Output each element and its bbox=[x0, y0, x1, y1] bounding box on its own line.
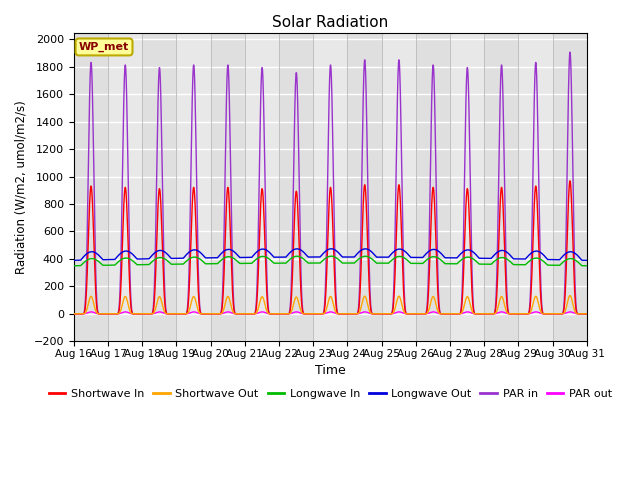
PAR in bbox=[474, 311, 482, 317]
Longwave Out bbox=[70, 257, 77, 263]
Shortwave Out bbox=[474, 311, 482, 317]
Shortwave In bbox=[566, 178, 574, 184]
Longwave Out bbox=[327, 246, 335, 252]
Shortwave In bbox=[583, 311, 591, 317]
PAR in bbox=[311, 311, 319, 317]
PAR in bbox=[583, 311, 591, 317]
Shortwave In bbox=[445, 311, 452, 317]
Bar bbox=[553, 33, 587, 341]
Bar bbox=[484, 33, 518, 341]
Longwave In bbox=[445, 261, 453, 266]
Line: PAR out: PAR out bbox=[74, 312, 587, 314]
PAR out bbox=[311, 311, 319, 317]
PAR out bbox=[70, 311, 77, 317]
Line: Shortwave Out: Shortwave Out bbox=[74, 296, 587, 314]
Bar bbox=[211, 33, 245, 341]
Longwave In bbox=[582, 263, 590, 269]
Bar bbox=[279, 33, 313, 341]
Longwave Out bbox=[582, 257, 590, 263]
Longwave In bbox=[417, 261, 424, 266]
Shortwave Out bbox=[162, 311, 170, 316]
Text: WP_met: WP_met bbox=[79, 42, 129, 52]
Shortwave Out bbox=[566, 293, 574, 299]
Shortwave In bbox=[70, 311, 77, 317]
PAR in bbox=[70, 311, 77, 317]
Shortwave Out bbox=[582, 311, 590, 317]
PAR out bbox=[582, 311, 590, 317]
PAR in bbox=[162, 307, 170, 313]
Shortwave In bbox=[162, 309, 170, 315]
PAR out bbox=[583, 311, 591, 317]
Shortwave In bbox=[582, 311, 590, 317]
Longwave In bbox=[474, 260, 482, 266]
Legend: Shortwave In, Shortwave Out, Longwave In, Longwave Out, PAR in, PAR out: Shortwave In, Shortwave Out, Longwave In… bbox=[44, 384, 616, 404]
Line: PAR in: PAR in bbox=[74, 52, 587, 314]
Longwave Out bbox=[311, 254, 319, 260]
Line: Longwave Out: Longwave Out bbox=[74, 249, 587, 260]
PAR out bbox=[474, 311, 482, 317]
Longwave Out bbox=[474, 254, 482, 260]
Line: Longwave In: Longwave In bbox=[74, 256, 587, 266]
Bar bbox=[74, 33, 108, 341]
Shortwave Out bbox=[417, 311, 424, 317]
Shortwave Out bbox=[70, 311, 77, 317]
Longwave Out bbox=[445, 255, 453, 261]
Longwave In bbox=[162, 257, 170, 263]
Bar bbox=[142, 33, 177, 341]
PAR out bbox=[87, 309, 95, 315]
Shortwave Out bbox=[311, 311, 319, 317]
Shortwave In bbox=[417, 311, 424, 317]
Bar bbox=[348, 33, 381, 341]
X-axis label: Time: Time bbox=[315, 364, 346, 377]
PAR out bbox=[162, 311, 170, 317]
Longwave Out bbox=[417, 254, 424, 260]
Longwave Out bbox=[162, 250, 170, 256]
PAR in bbox=[417, 311, 424, 317]
PAR in bbox=[445, 311, 452, 317]
Shortwave In bbox=[311, 311, 319, 317]
Longwave In bbox=[583, 263, 591, 269]
PAR in bbox=[566, 49, 574, 55]
PAR out bbox=[445, 311, 453, 317]
Longwave Out bbox=[583, 257, 591, 263]
Bar bbox=[416, 33, 450, 341]
Y-axis label: Radiation (W/m2, umol/m2/s): Radiation (W/m2, umol/m2/s) bbox=[15, 100, 28, 274]
PAR out bbox=[417, 311, 424, 317]
PAR in bbox=[582, 311, 590, 317]
Shortwave Out bbox=[583, 311, 591, 317]
Title: Solar Radiation: Solar Radiation bbox=[272, 15, 388, 30]
Line: Shortwave In: Shortwave In bbox=[74, 181, 587, 314]
Shortwave Out bbox=[445, 311, 452, 317]
Longwave In bbox=[311, 260, 319, 266]
Longwave In bbox=[70, 263, 77, 269]
Longwave In bbox=[327, 253, 335, 259]
Shortwave In bbox=[474, 311, 482, 317]
